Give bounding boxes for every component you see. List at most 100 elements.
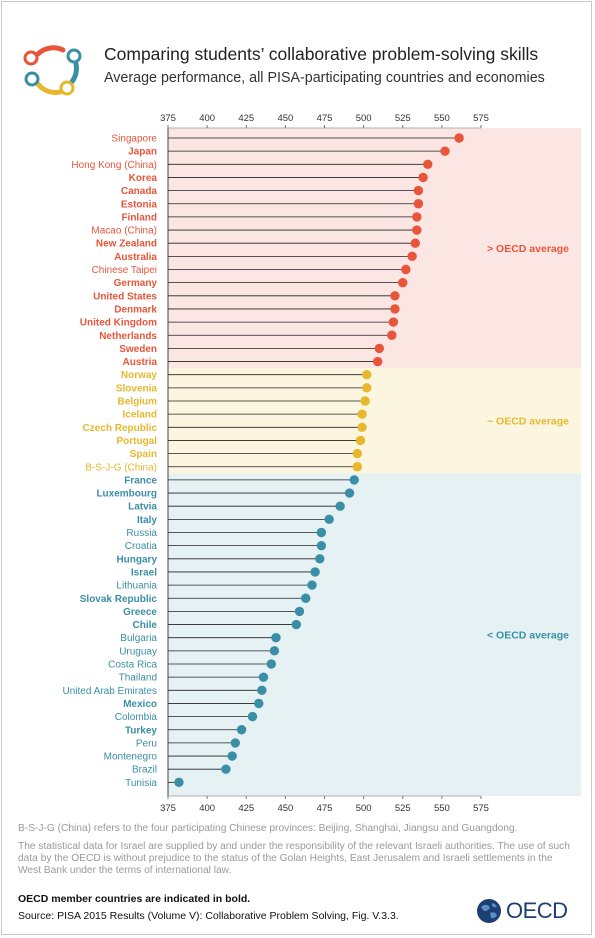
israel-note: The statistical data for Israel are supp… bbox=[18, 841, 570, 876]
country-label: United States bbox=[93, 291, 157, 302]
x-tick-label-top: 525 bbox=[395, 113, 411, 124]
oecd-logo: OECD bbox=[476, 896, 580, 926]
lollipop-point bbox=[315, 554, 325, 564]
country-label: Luxembourg bbox=[96, 489, 157, 500]
lollipop-point bbox=[373, 356, 383, 367]
x-tick-label-bottom: 525 bbox=[395, 803, 411, 814]
lollipop-point bbox=[307, 580, 317, 590]
country-label: Norway bbox=[121, 370, 158, 381]
bsjg-note: B-S-J-G (China) refers to the four parti… bbox=[18, 823, 518, 834]
lollipop-point bbox=[254, 698, 264, 709]
lollipop-point bbox=[418, 172, 428, 183]
lollipop-point bbox=[236, 725, 247, 735]
lollipop-point bbox=[257, 685, 267, 695]
lollipop-point bbox=[230, 738, 240, 748]
lollipop-point bbox=[412, 225, 422, 235]
lollipop-point bbox=[174, 777, 184, 788]
group-label-above: > OECD average bbox=[487, 243, 569, 255]
footnotes: B-S-J-G (China) refers to the four parti… bbox=[18, 823, 578, 883]
lollipop-point bbox=[316, 540, 327, 551]
country-label: Costa Rica bbox=[108, 660, 157, 671]
country-label: Uruguay bbox=[119, 646, 157, 657]
lollipop-point bbox=[357, 409, 367, 419]
country-label: Latvia bbox=[128, 502, 157, 513]
country-label: Austria bbox=[123, 357, 158, 368]
chart-title: Comparing students’ collaborative proble… bbox=[104, 44, 539, 64]
country-label: Tunisia bbox=[125, 778, 157, 789]
country-label: Sweden bbox=[119, 344, 157, 355]
lollipop-point bbox=[316, 527, 327, 538]
lollipop-point bbox=[387, 330, 397, 340]
lollipop-point bbox=[413, 199, 424, 209]
country-label: Slovak Republic bbox=[80, 594, 158, 605]
country-label: Hong Kong (China) bbox=[71, 160, 157, 171]
country-label: Germany bbox=[114, 278, 158, 289]
lollipop-point bbox=[423, 159, 433, 169]
lollipop-point bbox=[412, 212, 422, 222]
lollipop-point bbox=[360, 396, 370, 406]
lollipop-point bbox=[390, 291, 400, 301]
country-label: Korea bbox=[129, 173, 158, 184]
lollipop-point bbox=[291, 619, 302, 630]
lollipop-point bbox=[398, 277, 408, 288]
lollipop-point bbox=[221, 764, 231, 774]
lollipop-point bbox=[294, 606, 305, 617]
country-label: Greece bbox=[123, 607, 157, 618]
country-label: Belgium bbox=[118, 397, 158, 408]
country-label: Iceland bbox=[123, 410, 157, 421]
x-tick-label-top: 375 bbox=[160, 113, 176, 124]
lollipop-point bbox=[401, 264, 411, 275]
country-label: United Arab Emirates bbox=[63, 686, 158, 697]
lollipop-point bbox=[390, 304, 400, 314]
x-tick-label-bottom: 375 bbox=[160, 803, 176, 814]
country-label: Netherlands bbox=[99, 331, 157, 342]
x-tick-label-top: 450 bbox=[277, 113, 293, 124]
x-tick-label-top: 475 bbox=[317, 113, 333, 124]
country-label: Canada bbox=[121, 186, 158, 197]
country-label: Chile bbox=[133, 620, 158, 631]
x-tick-label-top: 400 bbox=[199, 113, 215, 124]
country-label: Chinese Taipei bbox=[92, 265, 157, 276]
x-tick-label-bottom: 425 bbox=[238, 803, 254, 814]
lollipop-point bbox=[344, 488, 355, 498]
lollipop-point bbox=[349, 475, 359, 485]
country-label: Portugal bbox=[116, 436, 157, 447]
lollipop-point bbox=[355, 435, 366, 446]
country-label: Thailand bbox=[119, 673, 157, 684]
country-label: Bulgaria bbox=[120, 633, 157, 644]
x-tick-label-bottom: 475 bbox=[317, 803, 333, 814]
lollipop-point bbox=[352, 462, 363, 472]
x-tick-label-top: 550 bbox=[434, 113, 450, 124]
lollipop-point bbox=[454, 133, 464, 143]
country-label: Finland bbox=[121, 212, 157, 223]
lollipop-point bbox=[388, 317, 399, 327]
lollipop-point bbox=[374, 343, 384, 354]
country-label: Japan bbox=[128, 147, 157, 158]
country-label: United Kingdom bbox=[80, 318, 157, 329]
country-label: Peru bbox=[136, 738, 157, 749]
country-label: France bbox=[124, 475, 157, 486]
country-label: Spain bbox=[130, 449, 157, 460]
country-label: Italy bbox=[137, 515, 157, 526]
lollipop-point bbox=[266, 659, 276, 669]
x-tick-label-bottom: 400 bbox=[199, 803, 215, 814]
lollipop-point bbox=[310, 567, 320, 577]
country-label: Slovenia bbox=[116, 383, 158, 394]
country-label: Turkey bbox=[125, 725, 157, 736]
lollipop-point bbox=[335, 501, 345, 511]
country-label: Israel bbox=[131, 567, 157, 578]
lollipop-point bbox=[357, 422, 367, 432]
chart-subtitle: Average performance, all PISA-participat… bbox=[104, 70, 545, 86]
source-note: Source: PISA 2015 Results (Volume V): Co… bbox=[18, 910, 399, 922]
x-tick-label-top: 425 bbox=[238, 113, 254, 124]
lollipop-point bbox=[227, 751, 237, 761]
x-tick-label-top: 575 bbox=[473, 113, 489, 124]
country-label: Singapore bbox=[111, 134, 157, 145]
x-tick-label-top: 500 bbox=[356, 113, 372, 124]
country-label: New Zealand bbox=[96, 239, 157, 250]
country-label: Denmark bbox=[114, 304, 157, 315]
band-below bbox=[168, 473, 481, 796]
x-tick-label-bottom: 575 bbox=[473, 803, 489, 814]
country-label: Hungary bbox=[116, 554, 157, 565]
